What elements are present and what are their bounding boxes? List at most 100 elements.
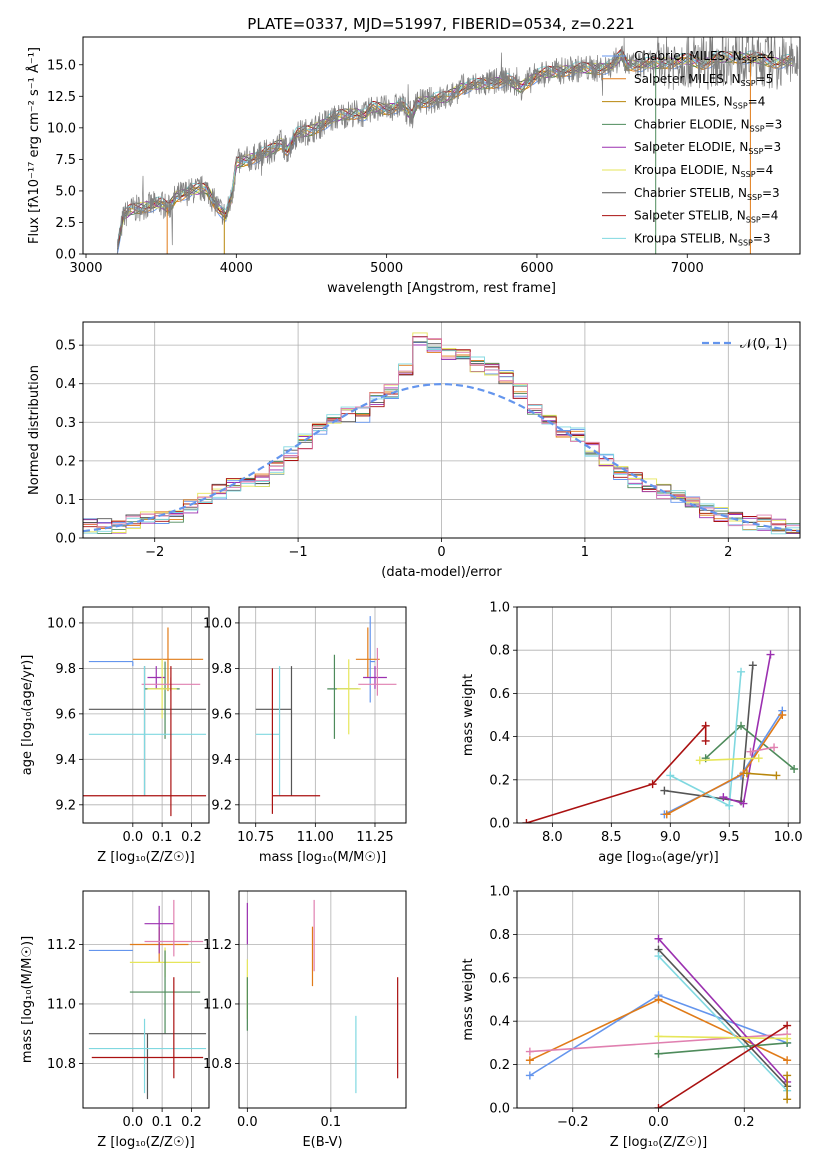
x-tick-label: 0.1 xyxy=(152,830,173,845)
chart-z-age: 0.0 0.1 0.2 9.2 9.4 9.6 9.8 10.0 Z [log₁₀(Z/Z☉)]… xyxy=(20,606,210,865)
y-tick-label: 7.5 xyxy=(55,153,76,168)
y-axis-label: Normed distribution xyxy=(27,365,42,495)
weight-marker xyxy=(522,819,531,823)
legend-subscript: SSP xyxy=(733,102,748,111)
x-tick-label: −2 xyxy=(145,545,164,560)
legend-label: Salpeter MILES, NSSP=5 xyxy=(634,72,773,88)
chart-age-weight: 8.0 8.5 9.0 9.5 10.0 0.0 0.2 0.4 0.6 0.8 1.0 age [l… xyxy=(461,601,803,866)
x-axis-label: Z [log₁₀(Z/Z☉)] xyxy=(97,850,194,865)
x-axis-label: (data-model)/error xyxy=(381,565,502,580)
model-line xyxy=(117,48,793,247)
weight-marker xyxy=(654,995,663,1004)
weight-line xyxy=(746,772,777,777)
weight-marker xyxy=(737,721,746,730)
y-tick-label: 0.2 xyxy=(489,1058,510,1073)
y-tick-label: 0.6 xyxy=(489,971,510,986)
y-axis-label: mass weight xyxy=(461,674,476,756)
y-tick-label: 0.8 xyxy=(489,644,510,659)
legend-subscript: SSP xyxy=(741,170,756,179)
y-tick-label: 0.4 xyxy=(489,1015,510,1030)
y-tick-label: 1.0 xyxy=(489,885,510,900)
y-tick-label: 11.0 xyxy=(47,997,76,1012)
weight-marker xyxy=(766,650,775,659)
x-tick-label: 3000 xyxy=(69,261,102,276)
normal-reference-curve xyxy=(83,382,800,533)
weight-marker xyxy=(748,661,757,670)
y-tick-label: 0.3 xyxy=(55,416,76,431)
y-tick-label: 0.5 xyxy=(55,339,76,354)
y-tick-label: 11.0 xyxy=(203,997,232,1012)
weight-marker xyxy=(666,771,675,780)
legend-subscript: SSP xyxy=(742,56,757,65)
weight-marker xyxy=(525,1071,534,1080)
x-tick-label: 9.5 xyxy=(719,830,740,845)
chart-z-weight: −0.2 0.0 0.2 0.0 0.2 0.4 0.6 0.8 1.0 Z [log₁₀(Z/Z… xyxy=(461,885,801,1150)
x-tick-label: −0.2 xyxy=(557,1115,589,1130)
x-tick-label: 0.0 xyxy=(122,830,143,845)
y-tick-label: 9.4 xyxy=(211,753,232,768)
x-tick-label: 8.5 xyxy=(601,830,622,845)
weight-marker xyxy=(648,780,657,789)
y-tick-label: 9.8 xyxy=(211,662,232,677)
legend-subscript: SSP xyxy=(746,216,761,225)
weight-marker xyxy=(783,1071,792,1080)
y-tick-label: 0.4 xyxy=(55,377,76,392)
plot-area xyxy=(88,899,207,1100)
x-axis-label: mass [log₁₀(M/M☉)] xyxy=(259,850,386,865)
x-tick-label: 4000 xyxy=(220,261,253,276)
weight-line xyxy=(750,746,775,753)
y-tick-label: 5.0 xyxy=(55,184,76,199)
weight-marker xyxy=(654,934,663,943)
x-tick-label: 0.2 xyxy=(734,1115,755,1130)
x-axis-label: wavelength [Angstrom, rest frame] xyxy=(327,281,556,296)
weight-line xyxy=(526,723,707,823)
legend-label-tail: =4 xyxy=(756,163,774,177)
legend-label-tail: =3 xyxy=(763,140,781,154)
weight-line xyxy=(658,1042,788,1055)
legend-label: Chabrier ELODIE, NSSP=3 xyxy=(634,117,782,133)
x-axis-label: E(B-V) xyxy=(302,1135,342,1150)
y-tick-label: 10.0 xyxy=(203,616,232,631)
legend: 𝒩(0, 1) xyxy=(702,337,787,352)
y-tick-label: 0.1 xyxy=(55,493,76,508)
plot-area xyxy=(246,899,399,1094)
weight-marker xyxy=(525,1047,534,1056)
x-tick-label: 0.0 xyxy=(122,1115,143,1130)
y-tick-label: 10.8 xyxy=(47,1057,76,1072)
axes-frame xyxy=(82,890,210,1109)
legend-label: Kroupa ELODIE, NSSP=4 xyxy=(634,163,773,179)
weight-marker xyxy=(742,769,751,778)
y-tick-label: 10.8 xyxy=(203,1057,232,1072)
legend-label: Kroupa MILES, NSSP=4 xyxy=(634,95,765,111)
y-tick-label: 0.6 xyxy=(489,687,510,702)
x-tick-label: 0.0 xyxy=(648,1115,669,1130)
y-tick-label: 0.0 xyxy=(489,1102,510,1117)
x-tick-label: 1 xyxy=(581,545,589,560)
y-tick-label: 9.2 xyxy=(211,798,232,813)
weight-marker xyxy=(790,765,799,773)
y-tick-label: 11.2 xyxy=(47,938,76,953)
weight-marker xyxy=(754,754,763,763)
weight-line xyxy=(657,938,788,1083)
y-tick-label: 1.0 xyxy=(489,601,510,616)
y-tick-label: 0.8 xyxy=(489,928,510,943)
weight-line xyxy=(657,949,788,1087)
chart-spectrum: 3000 4000 5000 6000 7000 0.0 2.5 5.0 7.5 10.0 12.5… xyxy=(26,36,801,296)
plot-area xyxy=(525,934,792,1108)
y-tick-label: 0.0 xyxy=(489,817,510,832)
x-axis-label: age [log₁₀(age/yr)] xyxy=(598,850,719,865)
weight-marker xyxy=(719,793,728,802)
legend-label: Kroupa STELIB, NSSP=3 xyxy=(634,231,771,247)
weight-marker xyxy=(778,711,787,719)
legend-label-tail: =3 xyxy=(765,117,783,131)
histogram-step xyxy=(83,336,800,538)
y-tick-label: 9.6 xyxy=(55,707,76,722)
model-line xyxy=(117,48,793,250)
weight-marker xyxy=(783,1021,792,1030)
weight-marker xyxy=(725,801,734,810)
x-tick-label: 11.25 xyxy=(356,830,393,845)
weight-marker xyxy=(701,736,710,745)
legend-label: 𝒩(0, 1) xyxy=(740,337,787,352)
x-tick-label: 7000 xyxy=(671,261,704,276)
y-tick-label: 0.4 xyxy=(489,730,510,745)
